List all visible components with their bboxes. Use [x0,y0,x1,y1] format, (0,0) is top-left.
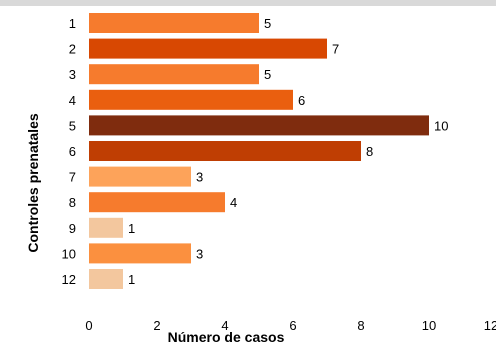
data-label-8: 4 [230,195,237,210]
data-label-6: 8 [366,144,373,159]
bar-10 [89,243,191,264]
y-axis-title: Controles prenatales [25,113,41,252]
category-label-9: 9 [69,221,76,236]
top-bar [0,0,496,6]
category-label-10: 10 [62,246,76,261]
x-tick-0: 0 [85,318,92,333]
x-axis-title: Número de casos [168,329,285,345]
bar-2 [89,38,327,59]
category-label-4: 4 [69,93,76,108]
data-label-3: 5 [264,67,271,82]
x-tick-10: 10 [422,318,436,333]
category-label-5: 5 [69,118,76,133]
category-label-2: 2 [69,42,76,57]
data-label-4: 6 [298,93,305,108]
x-tick-12: 12 [484,318,496,333]
bars-group [89,13,429,289]
data-label-1: 5 [264,16,271,31]
data-label-10: 3 [196,246,203,261]
data-label-5: 10 [434,118,448,133]
category-label-7: 7 [69,170,76,185]
data-label-12: 1 [128,272,135,287]
category-label-6: 6 [69,144,76,159]
bar-3 [89,64,259,85]
x-tick-labels: 0 2 4 6 8 10 12 [85,318,496,333]
category-label-3: 3 [69,67,76,82]
data-label-2: 7 [332,42,339,57]
x-tick-2: 2 [153,318,160,333]
bar-12 [89,269,123,289]
category-label-1: 1 [69,16,76,31]
category-label-8: 8 [69,195,76,210]
x-tick-4: 4 [221,318,228,333]
category-label-12: 12 [62,272,76,287]
bar-8 [89,192,225,213]
x-tick-6: 6 [289,318,296,333]
bar-9 [89,217,123,238]
x-tick-8: 8 [357,318,364,333]
bar-4 [89,89,293,110]
data-label-7: 3 [196,170,203,185]
bar-1 [89,13,259,33]
data-labels: 5 7 5 6 10 8 3 4 1 3 1 [128,16,448,287]
bar-5 [89,115,429,136]
bar-6 [89,141,361,161]
data-label-9: 1 [128,221,135,236]
bar-7 [89,166,191,187]
